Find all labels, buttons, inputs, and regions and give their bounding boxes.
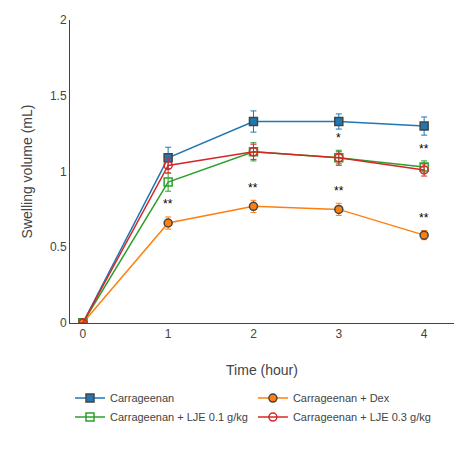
svg-text:*: * (336, 131, 341, 145)
svg-text:3: 3 (335, 327, 342, 341)
svg-text:**: ** (419, 142, 429, 156)
svg-text:4: 4 (421, 327, 428, 341)
svg-text:**: ** (334, 184, 344, 198)
svg-text:**: ** (163, 197, 173, 211)
svg-text:Carrageenan: Carrageenan (110, 392, 174, 404)
svg-text:1: 1 (60, 165, 67, 179)
svg-text:0: 0 (60, 316, 67, 330)
svg-text:Carrageenan + LJE 0.3 g/kg: Carrageenan + LJE 0.3 g/kg (293, 411, 431, 423)
svg-text:0.5: 0.5 (50, 240, 67, 254)
svg-text:Carrageenan + LJE 0.1 g/kg: Carrageenan + LJE 0.1 g/kg (110, 411, 248, 423)
svg-text:0: 0 (79, 327, 86, 341)
svg-text:1: 1 (165, 327, 172, 341)
svg-text:Swelling volume (mL): Swelling volume (mL) (19, 105, 35, 239)
svg-text:**: ** (248, 181, 258, 195)
svg-text:Carrageenan + Dex: Carrageenan + Dex (293, 392, 390, 404)
svg-text:**: ** (419, 211, 429, 225)
svg-text:2: 2 (250, 327, 257, 341)
svg-text:2: 2 (60, 13, 67, 27)
svg-text:1.5: 1.5 (50, 89, 67, 103)
svg-text:Time (hour): Time (hour) (226, 362, 298, 378)
